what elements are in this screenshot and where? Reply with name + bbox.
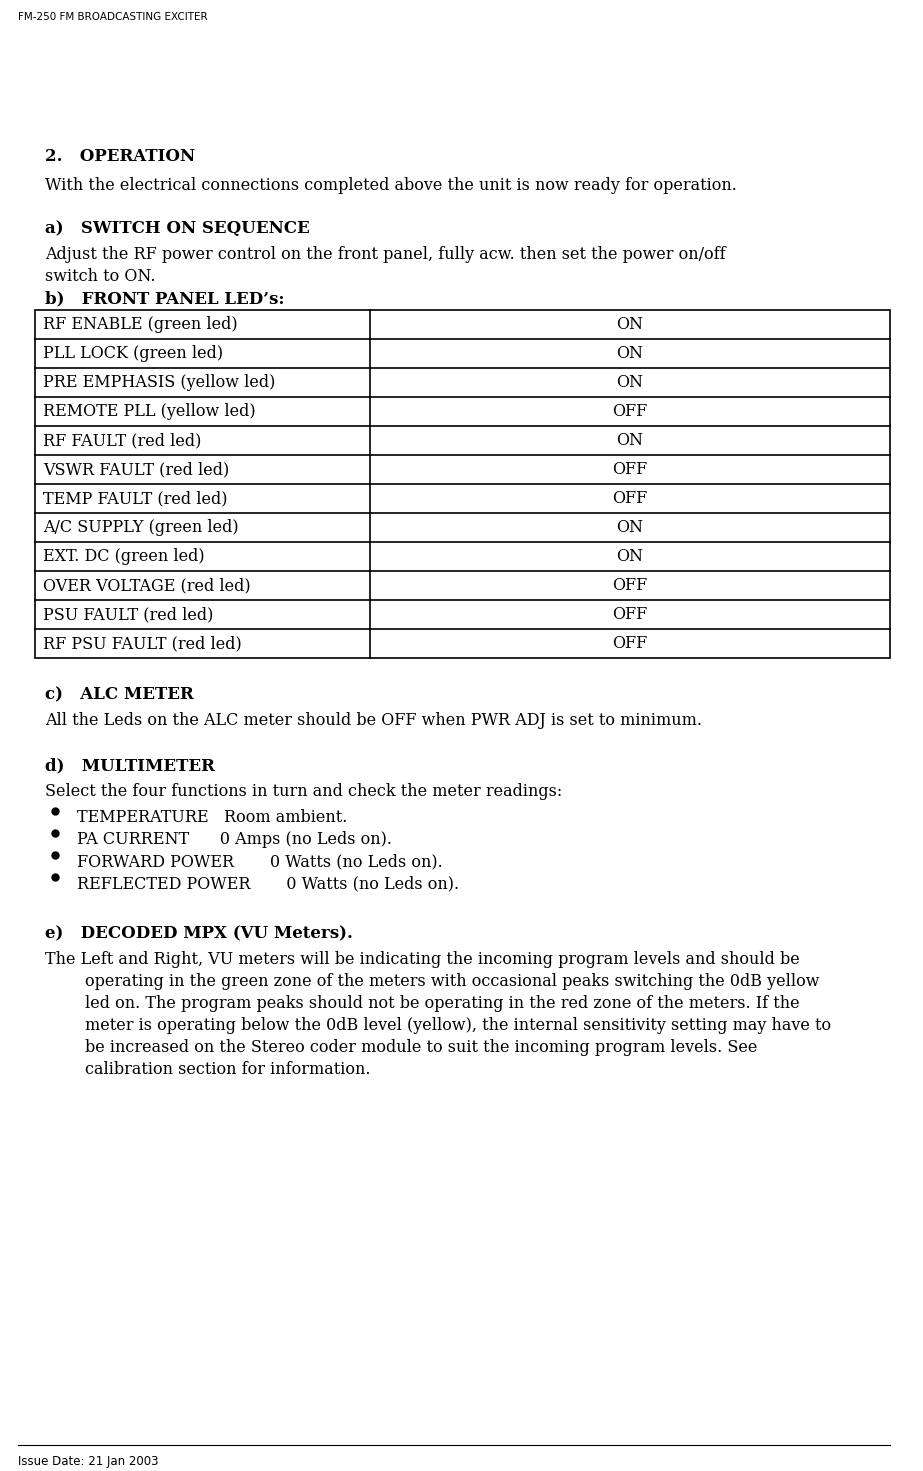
Text: be increased on the Stereo coder module to suit the incoming program levels. See: be increased on the Stereo coder module …	[85, 1039, 758, 1056]
Text: Select the four functions in turn and check the meter readings:: Select the four functions in turn and ch…	[45, 783, 562, 800]
Text: FORWARD POWER       0 Watts (no Leds on).: FORWARD POWER 0 Watts (no Leds on).	[77, 853, 443, 869]
Text: OFF: OFF	[612, 490, 648, 507]
Text: OFF: OFF	[612, 577, 648, 594]
Text: PA CURRENT      0 Amps (no Leds on).: PA CURRENT 0 Amps (no Leds on).	[77, 831, 392, 847]
Text: ON: ON	[617, 519, 643, 535]
Text: TEMPERATURE   Room ambient.: TEMPERATURE Room ambient.	[77, 809, 347, 827]
Text: All the Leds on the ALC meter should be OFF when PWR ADJ is set to minimum.: All the Leds on the ALC meter should be …	[45, 712, 702, 730]
Text: TEMP FAULT (red led): TEMP FAULT (red led)	[43, 490, 227, 507]
Text: operating in the green zone of the meters with occasional peaks switching the 0d: operating in the green zone of the meter…	[85, 972, 820, 990]
Text: A/C SUPPLY (green led): A/C SUPPLY (green led)	[43, 519, 239, 535]
Text: ON: ON	[617, 549, 643, 565]
Text: ON: ON	[617, 316, 643, 332]
Text: The Left and Right, VU meters will be indicating the incoming program levels and: The Left and Right, VU meters will be in…	[45, 950, 799, 968]
Text: PRE EMPHASIS (yellow led): PRE EMPHASIS (yellow led)	[43, 374, 275, 391]
Text: led on. The program peaks should not be operating in the red zone of the meters.: led on. The program peaks should not be …	[85, 994, 799, 1012]
Text: d)   MULTIMETER: d) MULTIMETER	[45, 758, 215, 774]
Text: EXT. DC (green led): EXT. DC (green led)	[43, 549, 205, 565]
Text: ON: ON	[617, 346, 643, 362]
Text: c)   ALC METER: c) ALC METER	[45, 685, 194, 703]
Text: meter is operating below the 0dB level (yellow), the internal sensitivity settin: meter is operating below the 0dB level (…	[85, 1016, 831, 1034]
Text: FM-250 FM BROADCASTING EXCITER: FM-250 FM BROADCASTING EXCITER	[18, 12, 208, 22]
Text: OVER VOLTAGE (red led): OVER VOLTAGE (red led)	[43, 577, 251, 594]
Text: REFLECTED POWER       0 Watts (no Leds on).: REFLECTED POWER 0 Watts (no Leds on).	[77, 875, 459, 891]
Text: REMOTE PLL (yellow led): REMOTE PLL (yellow led)	[43, 403, 256, 421]
Text: ON: ON	[617, 432, 643, 449]
Text: OFF: OFF	[612, 460, 648, 478]
Text: Issue Date: 21 Jan 2003: Issue Date: 21 Jan 2003	[18, 1455, 159, 1468]
Text: calibration section for information.: calibration section for information.	[85, 1061, 370, 1078]
Text: PLL LOCK (green led): PLL LOCK (green led)	[43, 346, 223, 362]
Text: RF PSU FAULT (red led): RF PSU FAULT (red led)	[43, 635, 242, 652]
Text: OFF: OFF	[612, 606, 648, 624]
Text: 2.   OPERATION: 2. OPERATION	[45, 149, 195, 165]
Text: RF ENABLE (green led): RF ENABLE (green led)	[43, 316, 237, 332]
Text: PSU FAULT (red led): PSU FAULT (red led)	[43, 606, 213, 624]
Text: switch to ON.: switch to ON.	[45, 268, 155, 285]
Text: RF FAULT (red led): RF FAULT (red led)	[43, 432, 201, 449]
Text: a)   SWITCH ON SEQUENCE: a) SWITCH ON SEQUENCE	[45, 221, 310, 237]
Bar	[35, 310, 890, 658]
Text: With the electrical connections completed above the unit is now ready for operat: With the electrical connections complete…	[45, 177, 737, 194]
Text: OFF: OFF	[612, 403, 648, 421]
Text: b)   FRONT PANEL LED’s:: b) FRONT PANEL LED’s:	[45, 290, 284, 307]
Text: e)   DECODED MPX (VU Meters).: e) DECODED MPX (VU Meters).	[45, 925, 353, 941]
Text: VSWR FAULT (red led): VSWR FAULT (red led)	[43, 460, 229, 478]
Text: OFF: OFF	[612, 635, 648, 652]
Text: Adjust the RF power control on the front panel, fully acw. then set the power on: Adjust the RF power control on the front…	[45, 246, 725, 263]
Text: ON: ON	[617, 374, 643, 391]
